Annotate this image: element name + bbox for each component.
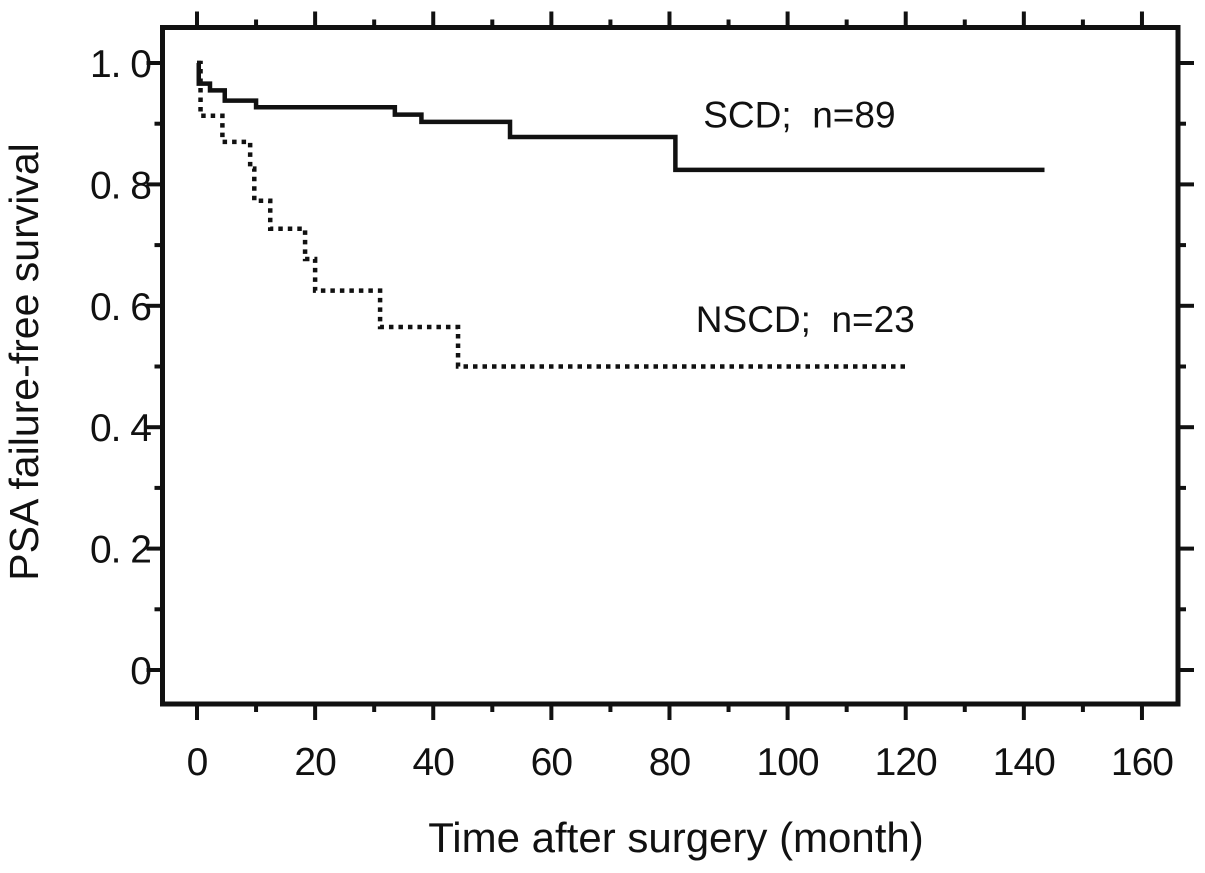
x-axis-title: Time after surgery (month) (428, 814, 924, 861)
axis-ticks (146, 11, 1194, 720)
x-tick-label: 140 (993, 741, 1055, 784)
x-tick-label: 0 (187, 741, 208, 784)
y-tick-label: 0 (130, 650, 151, 693)
scd-curve (196, 60, 1045, 173)
axis-tick-labels: 0 20 40 60 80 100 120 140 160 0 0. 2 0. 4 0. 6 0. 8 1.… (90, 43, 1174, 784)
plot-frame-box (160, 25, 1181, 707)
x-tick-label: 40 (413, 741, 455, 784)
x-tick-label: 160 (1111, 741, 1173, 784)
x-tick-label: 60 (531, 741, 573, 784)
survival-curves (196, 60, 1045, 369)
y-axis-title: PSA failure-free survival (1, 143, 47, 581)
x-tick-label: 80 (649, 741, 691, 784)
x-tick-label: 120 (875, 741, 937, 784)
nscd-curve (197, 60, 906, 369)
curve-labels: NSCD; n=23 SCD; n=89 (696, 95, 915, 341)
nscd-curve-label: NSCD; n=23 (696, 299, 915, 340)
x-tick-label: 20 (294, 741, 336, 784)
y-tick-label: 0. 8 (90, 164, 151, 207)
x-tick-label: 100 (757, 741, 819, 784)
y-tick-label: 0. 2 (90, 529, 151, 572)
y-tick-label: 1. 0 (90, 43, 151, 86)
scd-curve-label: SCD; n=89 (703, 95, 895, 136)
y-tick-label: 0. 6 (90, 286, 151, 329)
plot-frame (160, 25, 1181, 707)
y-tick-label: 0. 4 (90, 407, 151, 450)
